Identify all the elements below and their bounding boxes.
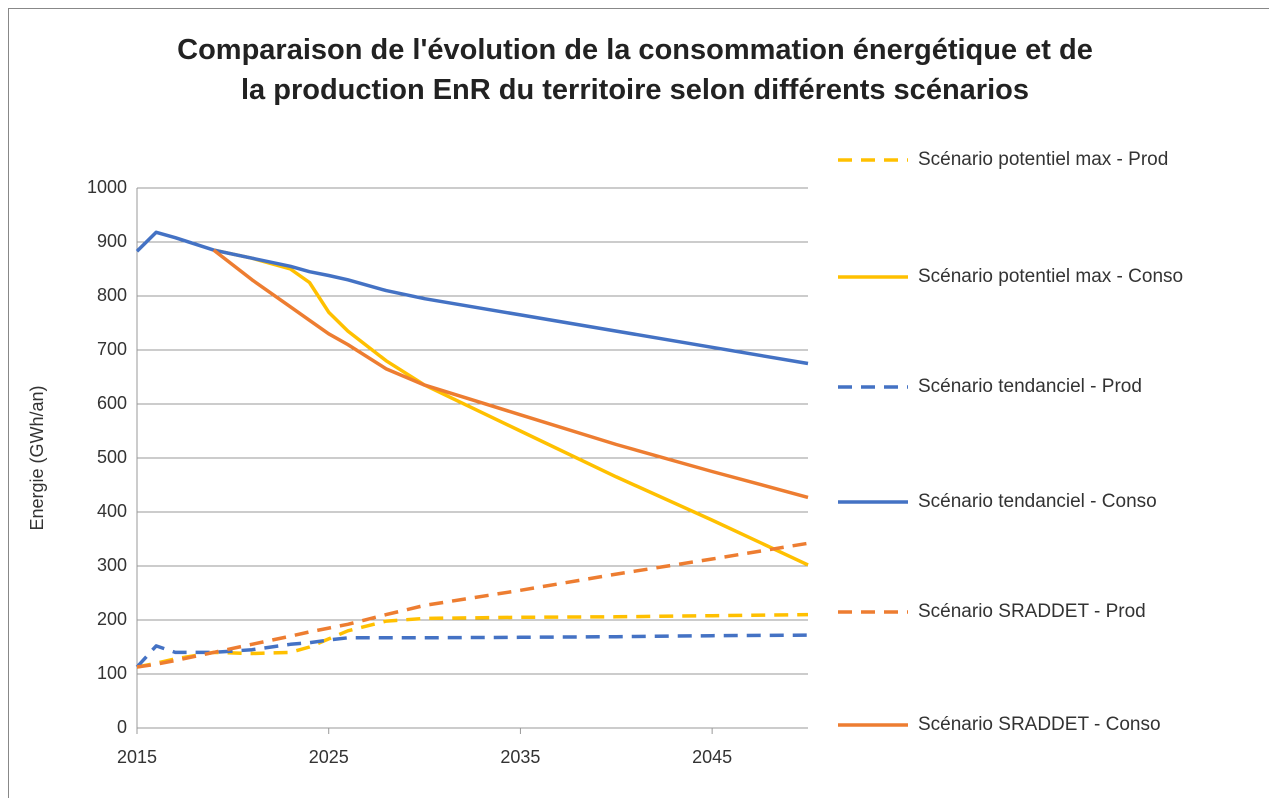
series-line [212,248,809,500]
frame [8,8,1269,798]
legend-item: Scénario tendanciel - Conso [838,491,1157,513]
legend-label: Scénario potentiel max - Conso [918,266,1184,287]
y-tick-label: 1000 [87,177,127,197]
series-line [135,633,809,669]
legend-swatch [838,385,908,389]
y-tick-label: 300 [97,555,127,575]
y-tick-label: 0 [117,717,127,737]
legend-label: Scénario SRADDET - Conso [918,714,1161,735]
legend-item: Scénario tendanciel - Prod [838,376,1142,398]
series-line [136,541,809,669]
x-tick-label: 2015 [117,747,157,767]
legend-item: Scénario SRADDET - Conso [838,714,1161,736]
y-tick-label: 200 [97,609,127,629]
y-tick-label: 700 [97,339,127,359]
y-tick-label: 800 [97,285,127,305]
y-tick-label: 600 [97,393,127,413]
y-axis-label: Energie (GWh/an) [27,385,47,530]
legend-swatch [838,158,908,162]
y-tick-label: 400 [97,501,127,521]
legend-item: Scénario potentiel max - Prod [838,149,1168,171]
series-line [136,612,809,669]
legend-swatch [838,275,908,279]
legend-item: Scénario SRADDET - Prod [838,601,1146,623]
legend-label: Scénario potentiel max - Prod [918,149,1169,170]
x-tick-label: 2025 [309,747,349,767]
legend-swatch [838,723,908,727]
series-line [213,248,809,567]
legend-swatch [838,610,908,614]
y-tick-label: 500 [97,447,127,467]
y-tick-label: 900 [97,231,127,251]
x-tick-label: 2045 [692,747,732,767]
y-tick-label: 100 [97,663,127,683]
legend-item: Scénario potentiel max - Conso [838,266,1183,288]
legend-label: Scénario SRADDET - Prod [918,601,1146,622]
legend-swatch [838,500,908,504]
legend-label: Scénario tendanciel - Prod [918,376,1142,397]
x-tick-label: 2035 [500,747,540,767]
legend-label: Scénario tendanciel - Conso [918,491,1157,512]
series-line [135,230,809,366]
chart-title: Comparaison de l'évolution de la consomm… [177,34,1093,106]
